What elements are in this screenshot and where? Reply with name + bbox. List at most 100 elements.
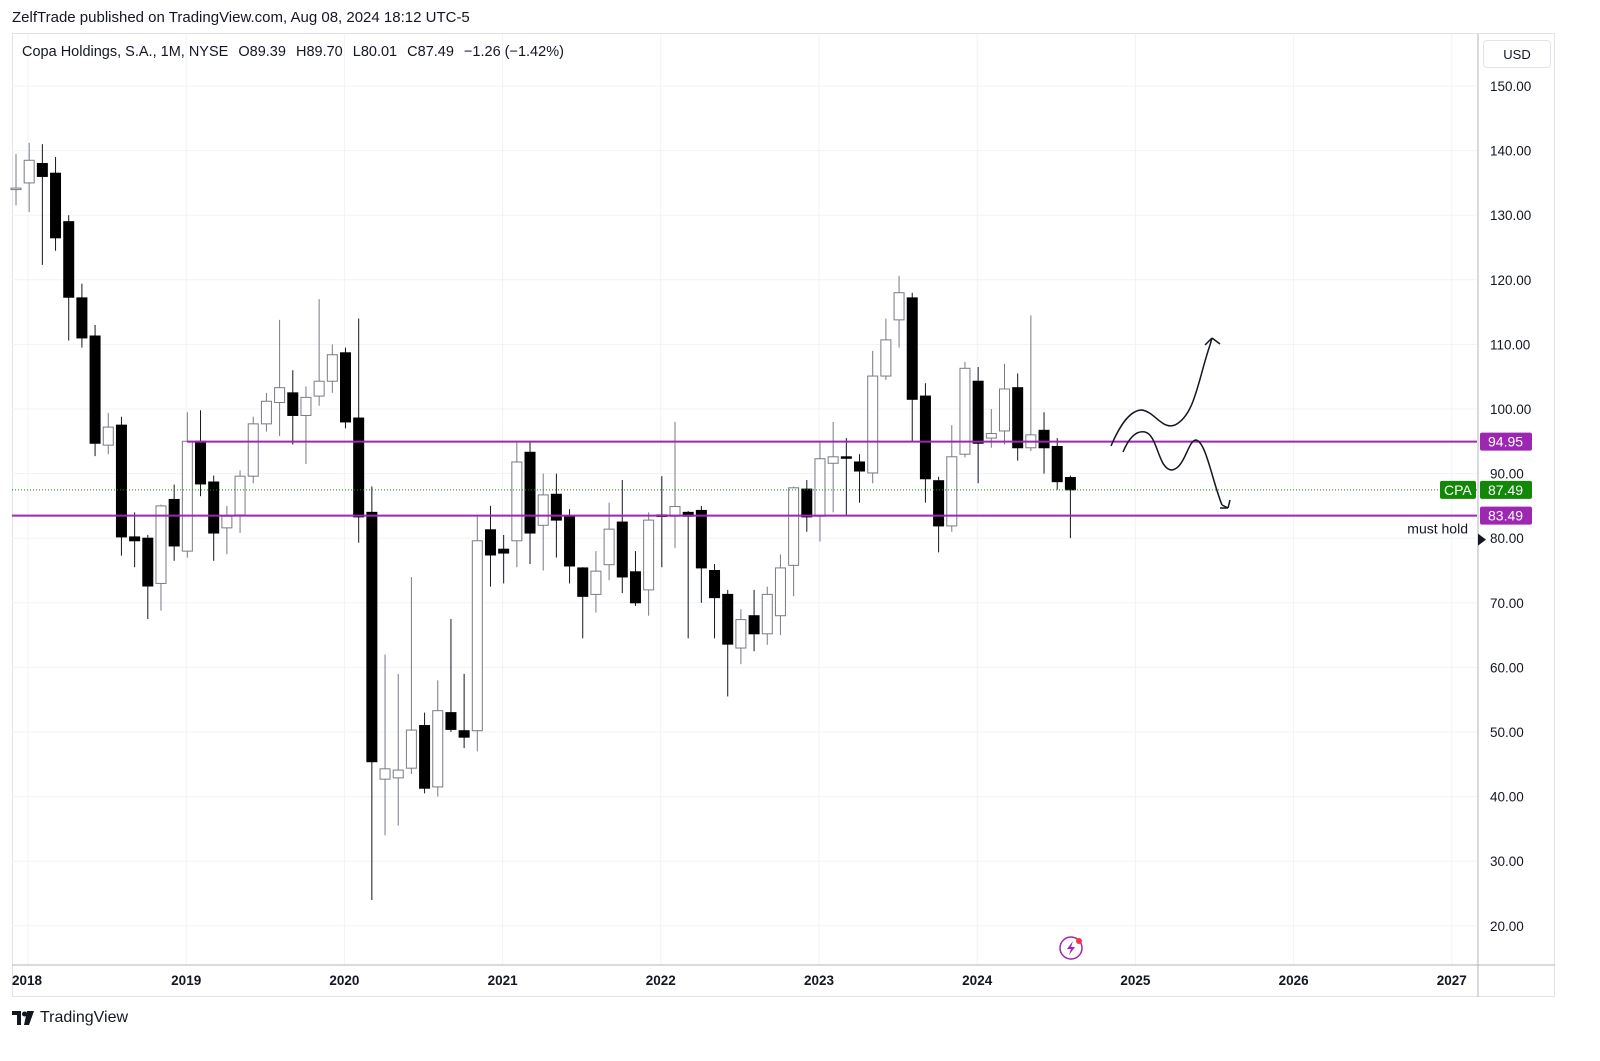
scale-arrow-icon: [1478, 533, 1486, 546]
candle-bullish: [893, 275, 905, 348]
candle-body: [326, 354, 338, 382]
candle-body: [972, 380, 984, 444]
candle-bearish: [695, 505, 707, 603]
candle-bullish: [946, 425, 958, 532]
price-tick-label: 60.00: [1490, 660, 1524, 675]
candle-bullish: [260, 392, 272, 432]
candle-body: [893, 292, 905, 321]
candle-body: [695, 509, 707, 569]
candle-bullish: [959, 361, 971, 458]
candle-bearish: [577, 567, 589, 639]
candle-bullish: [827, 421, 839, 513]
levels: must hold: [12, 440, 1477, 537]
publisher-line: ZelfTrade published on TradingView.com, …: [12, 9, 470, 26]
candle-bullish: [234, 470, 246, 534]
candle-bearish: [933, 476, 945, 553]
candle-body: [577, 567, 589, 597]
candle-bullish: [774, 554, 786, 636]
candle-bearish: [840, 438, 852, 516]
candle-body: [155, 505, 167, 584]
last-price-label: CPA 87.49: [1440, 480, 1532, 499]
flash-icon[interactable]: [1059, 936, 1083, 960]
candle-body: [313, 380, 325, 397]
currency-button[interactable]: USD: [1483, 40, 1551, 68]
candle-bearish: [801, 480, 813, 532]
candle-bullish: [432, 680, 444, 797]
candle-body: [603, 528, 615, 566]
time-axis: 2018 2019 2020 2021 2022 2023 2024 2025 2026 2027: [12, 964, 1555, 988]
ohlc-high: H89.70: [295, 44, 343, 60]
candle-body: [300, 396, 312, 416]
candle-bearish: [748, 589, 760, 652]
candle-body: [498, 548, 510, 554]
candle-body: [181, 440, 193, 552]
candle-body: [643, 519, 655, 591]
candle-bearish: [498, 534, 510, 584]
price-tick-label: 90.00: [1490, 467, 1524, 482]
ohlc-open: O89.39: [238, 44, 286, 60]
candle-bearish: [168, 484, 180, 561]
candle-body: [168, 498, 180, 547]
candle-body: [1012, 387, 1024, 449]
candle-body: [10, 187, 22, 191]
candle-body: [76, 297, 88, 339]
price-tick-label: 80.00: [1490, 531, 1524, 546]
candle-body: [1064, 477, 1076, 491]
candle-body: [50, 172, 62, 239]
candle-body: [524, 451, 536, 534]
candle-bullish: [999, 363, 1010, 445]
candle-body: [208, 481, 220, 534]
candle-body: [260, 400, 272, 425]
time-tick-label: 2026: [1279, 973, 1310, 988]
candle-body: [195, 440, 207, 485]
candle-body: [709, 570, 721, 599]
candle-bearish: [972, 367, 984, 484]
price-axis: 150.00 140.00 130.00 120.00 110.00 100.00 90.0…: [1440, 34, 1532, 997]
level-label-text: 94.95: [1488, 434, 1523, 450]
price-tick-label: 110.00: [1490, 337, 1530, 352]
symbol-label-text: CPA: [1444, 482, 1472, 498]
candle-bearish: [1012, 373, 1024, 461]
candle-body: [919, 395, 931, 480]
price-tick-label: 140.00: [1490, 144, 1531, 159]
candle-body: [115, 424, 127, 538]
candle-body: [827, 456, 839, 464]
candle-bearish: [919, 383, 931, 503]
hand-drawn-projection: [1110, 337, 1231, 509]
level-price-label: 83.49: [1480, 506, 1532, 525]
candle-body: [1038, 429, 1050, 449]
candle-body: [946, 456, 958, 527]
candle-bearish: [484, 505, 496, 587]
level-note-must-hold: must hold: [1407, 521, 1468, 537]
candle-bearish: [76, 283, 88, 348]
candle-bearish: [419, 712, 431, 794]
candle-body: [405, 729, 417, 769]
level-label-bg: [1480, 432, 1532, 451]
candle-body: [340, 352, 351, 423]
candle-body: [959, 367, 971, 455]
candle-body: [761, 593, 773, 635]
candle-bearish: [129, 512, 141, 568]
level-price-label: 94.95: [1480, 432, 1532, 451]
candle-body: [788, 487, 800, 566]
symbol-name[interactable]: Copa Holdings, S.A., 1M, NYSE: [22, 44, 229, 60]
candle-bullish: [221, 505, 233, 555]
candle-body: [247, 423, 259, 477]
candle-bullish: [537, 473, 549, 571]
candle-bullish: [155, 504, 167, 611]
ohlc-low: L80.01: [352, 44, 398, 60]
candle-bullish: [867, 350, 879, 484]
candle-body: [906, 297, 918, 400]
candle-body: [445, 712, 457, 730]
time-tick-label: 2020: [329, 973, 359, 988]
candle-body: [537, 494, 549, 526]
time-tick-label: 2022: [646, 973, 676, 988]
price-label-bg: [1480, 480, 1532, 499]
candle-bearish: [906, 292, 918, 442]
candle-bullish: [181, 412, 193, 558]
footer-logo[interactable]: TradingView: [12, 1009, 128, 1027]
candle-bearish: [195, 410, 207, 497]
price-tick-label: 100.00: [1490, 402, 1531, 417]
candle-bullish: [274, 319, 286, 437]
